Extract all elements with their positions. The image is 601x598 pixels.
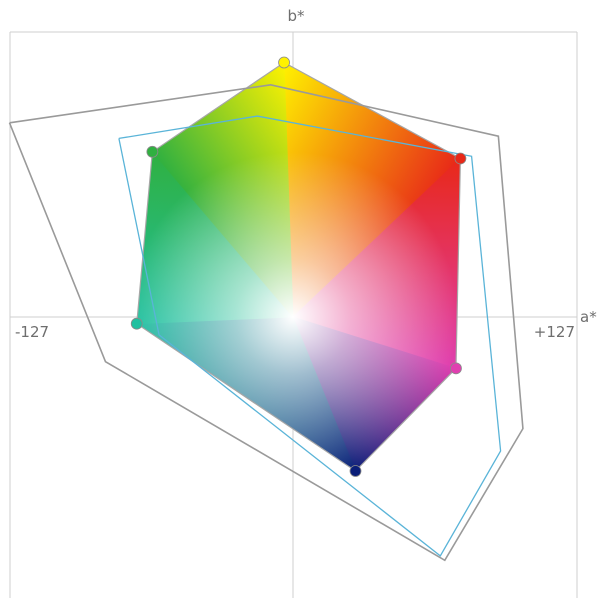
primary-marker-magenta (450, 362, 462, 375)
gamut-series-1-line (8, 84, 524, 562)
display-gamut-gradient (136, 62, 461, 472)
primary-marker-cyan (130, 317, 143, 330)
primary-marker-red (454, 152, 467, 165)
primary-marker-yellow (278, 56, 290, 69)
a-axis-label: a* (580, 308, 597, 326)
gamut-series-2-line (118, 115, 502, 557)
a-axis-min-label: -127 (15, 323, 49, 341)
primary-marker-blue (349, 465, 362, 477)
b-axis-label: b* (287, 7, 305, 25)
a-axis-max-label: +127 (534, 323, 575, 341)
primary-marker-green (146, 145, 159, 158)
